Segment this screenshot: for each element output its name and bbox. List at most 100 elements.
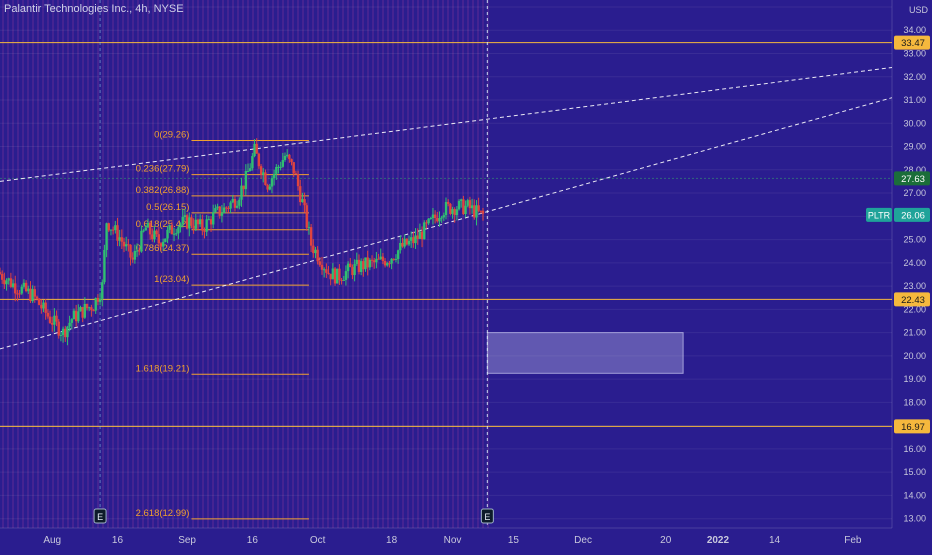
history-stripe bbox=[337, 0, 339, 528]
candle-body bbox=[105, 223, 108, 251]
candle-body bbox=[307, 227, 311, 229]
candle-body bbox=[244, 171, 248, 190]
candle-body bbox=[14, 283, 17, 294]
candle-body bbox=[394, 258, 398, 260]
candle-body bbox=[138, 250, 141, 252]
candle-body bbox=[240, 185, 243, 200]
candle-body bbox=[194, 219, 198, 229]
candle-body bbox=[390, 258, 393, 264]
history-stripe bbox=[372, 0, 374, 528]
history-stripe bbox=[7, 0, 9, 528]
candle-body bbox=[64, 328, 67, 338]
candle-body bbox=[355, 259, 358, 265]
fib-level-label: 1.618(19.21) bbox=[136, 363, 190, 374]
target-zone bbox=[486, 332, 684, 374]
candle-body bbox=[127, 244, 130, 246]
candle-body bbox=[90, 307, 93, 311]
candle-body bbox=[248, 168, 252, 171]
candle-body bbox=[196, 219, 200, 225]
candle-body bbox=[338, 268, 341, 281]
history-stripe bbox=[472, 0, 474, 528]
price-tick-label: 27.00 bbox=[903, 188, 926, 198]
candle-body bbox=[220, 212, 224, 216]
candle-body bbox=[466, 200, 469, 206]
candle-body bbox=[22, 282, 26, 287]
candle-body bbox=[292, 162, 295, 174]
candle-body bbox=[309, 227, 313, 246]
candle-body bbox=[88, 307, 91, 309]
price-tick-label: 33.00 bbox=[903, 48, 926, 58]
candle-body bbox=[281, 159, 285, 167]
candle-body bbox=[31, 289, 34, 302]
candle-body bbox=[92, 310, 95, 312]
candle-body bbox=[314, 249, 317, 254]
history-stripe bbox=[97, 0, 99, 528]
candle-body bbox=[255, 143, 258, 154]
history-stripe bbox=[322, 0, 324, 528]
candle-body bbox=[74, 310, 78, 322]
candle-body bbox=[172, 233, 176, 235]
history-stripe bbox=[212, 0, 214, 528]
price-tick-label: 19.00 bbox=[903, 374, 926, 384]
candle-body bbox=[264, 172, 267, 186]
candle-body bbox=[464, 205, 467, 215]
earnings-event-label: E bbox=[484, 512, 490, 522]
candle-body bbox=[301, 199, 304, 203]
candle-body bbox=[388, 263, 391, 265]
candle-body bbox=[170, 225, 174, 235]
candle-body bbox=[96, 298, 100, 302]
candle-body bbox=[212, 212, 215, 225]
candle-body bbox=[16, 293, 19, 295]
candle-body bbox=[468, 200, 472, 209]
history-stripe bbox=[177, 0, 179, 528]
candle-body bbox=[48, 316, 52, 323]
candle-body bbox=[238, 199, 241, 206]
candle-body bbox=[59, 334, 63, 336]
history-stripe bbox=[17, 0, 19, 528]
candle-body bbox=[336, 268, 339, 284]
candle-body bbox=[124, 244, 128, 247]
chart-title: Palantir Technologies Inc., 4h, NYSE bbox=[4, 3, 184, 15]
candle-body bbox=[70, 319, 73, 323]
candle-body bbox=[146, 222, 150, 228]
candle-body bbox=[268, 186, 271, 190]
candle-body bbox=[403, 238, 406, 247]
candle-body bbox=[460, 199, 463, 201]
candle-body bbox=[72, 310, 76, 320]
candle-body bbox=[175, 233, 178, 235]
candle-body bbox=[148, 222, 152, 235]
candle-body bbox=[377, 258, 380, 260]
history-stripe bbox=[487, 0, 489, 528]
candle-body bbox=[177, 227, 180, 234]
candle-body bbox=[218, 206, 221, 216]
candle-body bbox=[412, 237, 415, 244]
trendline bbox=[0, 66, 893, 182]
history-stripe bbox=[397, 0, 399, 528]
candle-body bbox=[18, 293, 21, 295]
price-tick-label: 15.00 bbox=[903, 467, 926, 477]
candle-body bbox=[7, 278, 10, 281]
candle-body bbox=[349, 263, 352, 268]
history-stripe bbox=[407, 0, 409, 528]
price-tick-label: 14.00 bbox=[903, 490, 926, 500]
candle-body bbox=[368, 259, 372, 268]
candle-body bbox=[216, 206, 219, 209]
candle-body bbox=[205, 219, 208, 232]
candle-body bbox=[203, 230, 206, 232]
history-stripe bbox=[327, 0, 329, 528]
candle-body bbox=[405, 238, 409, 245]
candle-body bbox=[455, 209, 459, 216]
candle-body bbox=[116, 225, 119, 241]
level-price-badge bbox=[894, 419, 930, 434]
history-stripe bbox=[162, 0, 164, 528]
candle-body bbox=[364, 257, 367, 270]
ticker-badge bbox=[866, 207, 892, 222]
history-stripe bbox=[102, 0, 104, 528]
history-stripe bbox=[287, 0, 289, 528]
price-tick-label: 34.00 bbox=[903, 25, 926, 35]
candle-body bbox=[55, 315, 58, 322]
candle-body bbox=[107, 223, 110, 231]
candle-body bbox=[225, 207, 228, 209]
candle-body bbox=[473, 205, 476, 218]
